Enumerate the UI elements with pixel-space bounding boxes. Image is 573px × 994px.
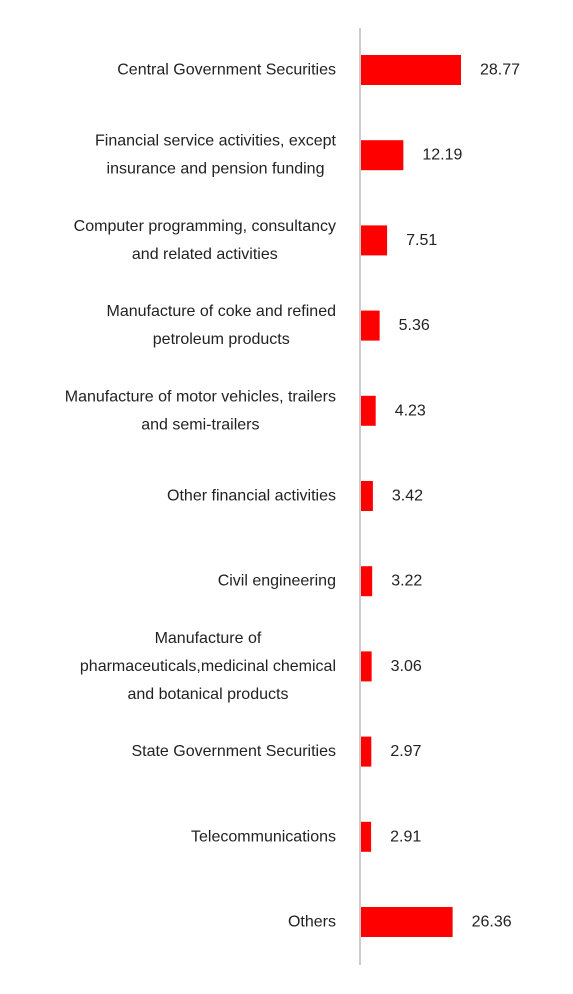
category-label: Other financial activities [167, 488, 336, 505]
bar [361, 481, 373, 511]
bar [361, 651, 372, 682]
category-label: Central Government Securities [117, 62, 336, 79]
category-label: Manufacture of motor vehicles, trailers a… [65, 388, 336, 433]
bar [361, 736, 372, 767]
bar-value-label: 26.36 [472, 914, 512, 931]
category-label-line: Others [288, 914, 336, 931]
bar [361, 821, 372, 852]
category-label-line: Manufacture of coke and refined [107, 303, 336, 320]
bar-value-label: 5.36 [399, 317, 430, 334]
category-label-line: petroleum products [153, 331, 290, 348]
category-label-line: Manufacture of [155, 630, 262, 647]
bar-value-label: 3.42 [392, 488, 423, 505]
bar [361, 225, 388, 256]
category-label-line: insurance and pension funding [107, 161, 325, 178]
category-label: Manufacture of pharmaceuticals,medicinal … [80, 630, 336, 703]
category-label-line: Telecommunications [191, 828, 336, 845]
category-label: Financial service activities, except insu… [95, 133, 337, 178]
category-label-line: Other financial activities [167, 488, 336, 505]
bar [361, 310, 380, 341]
bar [361, 55, 461, 85]
bar [361, 566, 373, 597]
bar-value-label: 2.97 [390, 743, 421, 760]
bar-value-label: 3.22 [391, 573, 422, 590]
category-label-line: Central Government Securities [117, 62, 336, 79]
bar-value-label: 3.06 [391, 658, 422, 675]
category-label: Computer programming, consultancy and rel… [74, 218, 336, 263]
category-label-line: Computer programming, consultancy [74, 218, 336, 235]
bar [361, 140, 404, 171]
category-label-line: pharmaceuticals,medicinal chemical [80, 658, 336, 675]
category-label-line: Financial service activities, except [95, 133, 337, 150]
category-label-line: Civil engineering [218, 573, 336, 590]
category-label-line: Manufacture of motor vehicles, trailers [65, 388, 336, 405]
category-label: Telecommunications [191, 828, 336, 845]
bar-value-label: 7.51 [406, 232, 437, 249]
category-label-line: State Government Securities [131, 743, 336, 760]
bar-value-label: 12.19 [422, 147, 462, 164]
category-label-line: and related activities [132, 246, 278, 263]
category-label-line: and botanical products [127, 686, 288, 703]
bar [361, 395, 376, 426]
category-label: Civil engineering [218, 573, 336, 590]
category-label-line: and semi-trailers [141, 416, 259, 433]
bar [361, 907, 453, 937]
category-label: Others [288, 914, 336, 931]
bar-value-label: 4.23 [395, 402, 426, 419]
category-label: Manufacture of coke and refined petroleum… [107, 303, 336, 348]
bar-value-label: 28.77 [480, 62, 520, 79]
bar-value-label: 2.91 [390, 828, 421, 845]
category-label: State Government Securities [131, 743, 336, 760]
